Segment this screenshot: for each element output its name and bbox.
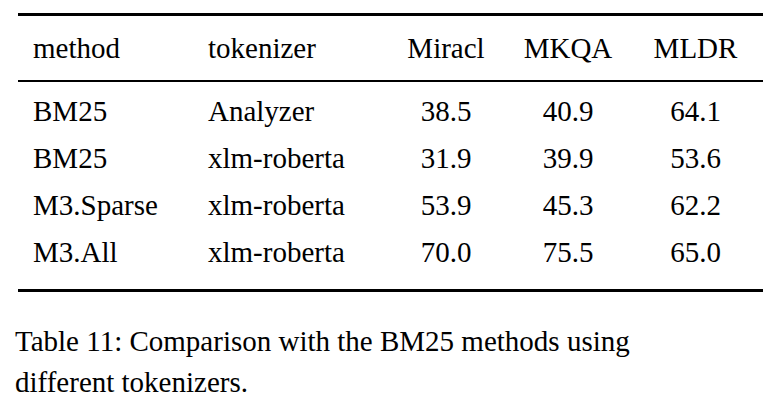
cell-mldr: 53.6 xyxy=(628,144,763,173)
table-row: M3.All xlm-roberta 70.0 75.5 65.0 xyxy=(18,229,763,276)
cell-miracl: 38.5 xyxy=(384,97,508,126)
cell-miracl: 31.9 xyxy=(384,144,508,173)
caption-line-1: Table 11: Comparison with the BM25 metho… xyxy=(15,321,755,362)
table-caption: Table 11: Comparison with the BM25 metho… xyxy=(15,321,755,403)
cell-tokenizer: xlm-roberta xyxy=(208,238,384,267)
column-header-mkqa: MKQA xyxy=(508,34,628,63)
cell-method: M3.All xyxy=(18,238,208,267)
cell-tokenizer: Analyzer xyxy=(208,97,384,126)
cell-miracl: 70.0 xyxy=(384,238,508,267)
cell-mkqa: 39.9 xyxy=(508,144,628,173)
table-header-row: method tokenizer Miracl MKQA MLDR xyxy=(18,16,763,80)
cell-tokenizer: xlm-roberta xyxy=(208,191,384,220)
cell-method: BM25 xyxy=(18,97,208,126)
cell-tokenizer: xlm-roberta xyxy=(208,144,384,173)
table-row: BM25 xlm-roberta 31.9 39.9 53.6 xyxy=(18,135,763,182)
cell-mkqa: 40.9 xyxy=(508,97,628,126)
cell-mldr: 62.2 xyxy=(628,191,763,220)
cell-miracl: 53.9 xyxy=(384,191,508,220)
cell-mldr: 65.0 xyxy=(628,238,763,267)
cell-mkqa: 45.3 xyxy=(508,191,628,220)
column-header-tokenizer: tokenizer xyxy=(208,34,384,63)
table-body: BM25 Analyzer 38.5 40.9 64.1 BM25 xlm-ro… xyxy=(18,82,763,276)
table-row: BM25 Analyzer 38.5 40.9 64.1 xyxy=(18,88,763,135)
results-table: method tokenizer Miracl MKQA MLDR BM25 A… xyxy=(18,13,763,292)
column-header-mldr: MLDR xyxy=(628,34,763,63)
column-header-miracl: Miracl xyxy=(384,34,508,63)
cell-method: BM25 xyxy=(18,144,208,173)
caption-line-2: different tokenizers. xyxy=(15,362,755,403)
cell-mldr: 64.1 xyxy=(628,97,763,126)
cell-method: M3.Sparse xyxy=(18,191,208,220)
table-row: M3.Sparse xlm-roberta 53.9 45.3 62.2 xyxy=(18,182,763,229)
table-bottom-rule xyxy=(18,289,763,292)
column-header-method: method xyxy=(18,34,208,63)
cell-mkqa: 75.5 xyxy=(508,238,628,267)
